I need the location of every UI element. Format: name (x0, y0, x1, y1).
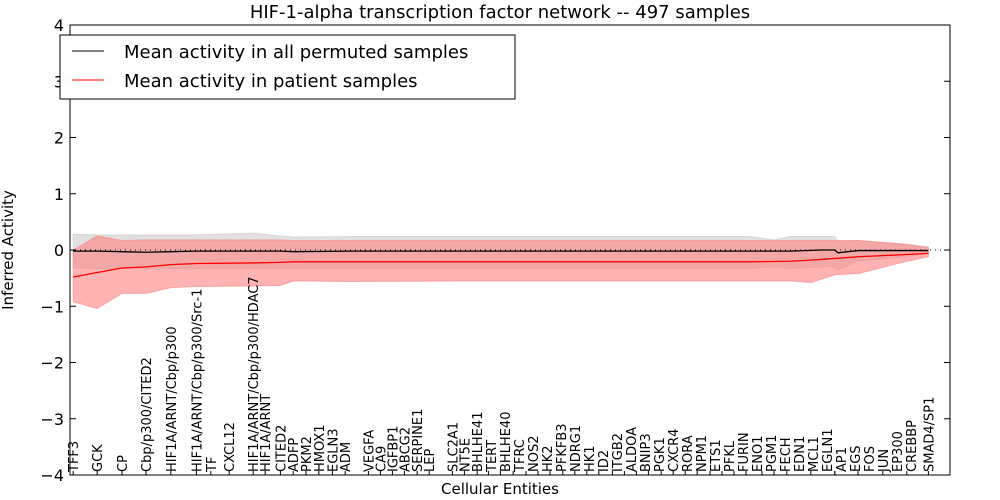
x-tick-label: FECH (779, 437, 794, 472)
x-tick-label: BHLHE40 (499, 412, 514, 472)
x-tick-label: AP1 (835, 447, 850, 472)
x-tick-label: VEGFA (362, 430, 377, 472)
y-tick-label: 1 (54, 185, 64, 204)
legend: Mean activity in all permuted samples Me… (59, 34, 516, 100)
y-tick-label: 4 (54, 16, 64, 35)
x-tick-label: HK1 (583, 445, 598, 472)
x-tick-label: NOS2 (527, 436, 542, 472)
x-tick-label: SMAD4/SP1 (922, 397, 937, 472)
y-tick-label: −2 (40, 354, 64, 373)
x-tick-label: PGK1 (653, 437, 668, 472)
x-tick-label: HMOX1 (313, 424, 328, 472)
x-tick-label: ABCG2 (398, 427, 413, 472)
x-tick-label: ADM (339, 442, 354, 472)
plot-frame (69, 24, 951, 476)
x-tick-label: EGLN3 (326, 428, 341, 472)
x-tick-label: LEP (423, 449, 438, 472)
x-tick-label: ETS1 (709, 439, 724, 472)
line-permuted (73, 249, 929, 254)
x-tick-label: CITED2 (274, 425, 289, 472)
x-tick-label: SLC2A1 (446, 422, 461, 472)
y-tick-label: −1 (40, 297, 64, 316)
y-tick-label: −3 (40, 410, 64, 429)
x-tick-label: ENO1 (751, 436, 766, 472)
x-tick-label: IGFBP1 (386, 426, 401, 472)
x-tick-label: MCL1 (807, 436, 822, 472)
legend-label-patient: Mean activity in patient samples (124, 71, 418, 92)
x-tick-label: CA9 (374, 446, 389, 472)
x-tick-label: SERPINE1 (411, 409, 426, 472)
x-tick-label: EGS (849, 445, 864, 472)
x-tick-label: PFKFB3 (555, 423, 570, 472)
x-tick-label: TF (205, 457, 220, 473)
x-tick-label: GCK (91, 444, 106, 472)
line-patient (73, 252, 929, 278)
x-tick-label: ITGB2 (611, 433, 626, 472)
x-tick-label: ID2 (597, 450, 612, 472)
y-tick-label: −4 (40, 466, 64, 485)
x-tick-label: HK2 (541, 445, 556, 472)
legend-box (59, 34, 516, 100)
x-tick-label: FURIN (737, 432, 752, 472)
y-tick-label: 0 (54, 241, 64, 260)
x-tick-label: CXCL12 (223, 422, 238, 472)
x-tick-label: EGLN1 (821, 428, 836, 472)
x-tick-label: ALDOA (625, 427, 640, 472)
x-tick-label: CREBBP (905, 420, 920, 472)
x-axis-label: Cellular Entities (441, 480, 559, 498)
x-tick-label: PGM1 (765, 435, 780, 472)
x-tick-label: RORA (681, 435, 696, 472)
x-tick-label: CXCR4 (667, 429, 682, 472)
x-tick-label: HIF1A/ARNT/Cbp/p300 (165, 326, 180, 472)
x-tick-label: NDRG1 (569, 425, 584, 472)
x-tick-label: FOS (863, 446, 878, 472)
legend-label-permuted: Mean activity in all permuted samples (124, 42, 468, 63)
x-tick-label: BHLHE41 (471, 412, 486, 472)
x-tick-label: HIF1A/ARNT/Cbp/p300/Src-1 (190, 289, 205, 472)
y-axis-label: Inferred Activity (0, 190, 17, 310)
y-tick-label: 2 (54, 129, 64, 148)
x-tick-label: JUN (877, 449, 892, 473)
x-tick-label: HIF1A/ARNT/Cbp/p300/HDAC7 (247, 276, 262, 472)
x-tick-label: TFF3 (67, 441, 82, 473)
x-tick-label: HIF1A/ARNT (259, 394, 274, 472)
x-tick-label: EP300 (891, 431, 906, 472)
x-tick-label: EDN1 (793, 436, 808, 472)
x-tick-label: CP (116, 455, 131, 472)
x-tick-label: Cbp/p300/CITED2 (140, 357, 155, 472)
chart-title: HIF-1-alpha transcription factor network… (250, 2, 750, 23)
x-tick-label: ADFP (287, 438, 302, 472)
band-patient (72, 235, 929, 310)
x-tick-label: NPM1 (695, 435, 710, 472)
plot-area: −4 −3 −2 −1 0 1 2 3 4 TFF3 GCK CP Cbp/p300/CITED2 HIF… (40, 16, 950, 485)
x-tick-label: TFRC (513, 439, 528, 473)
x-tick-label: PFKL (723, 440, 738, 472)
y-tick-label: 3 (54, 72, 64, 91)
x-tick-label: NT5E (458, 438, 473, 472)
x-tick-label: PKM2 (300, 436, 315, 472)
x-tick-label: BNIP3 (639, 433, 654, 472)
x-tick-label: TERT (485, 440, 500, 473)
